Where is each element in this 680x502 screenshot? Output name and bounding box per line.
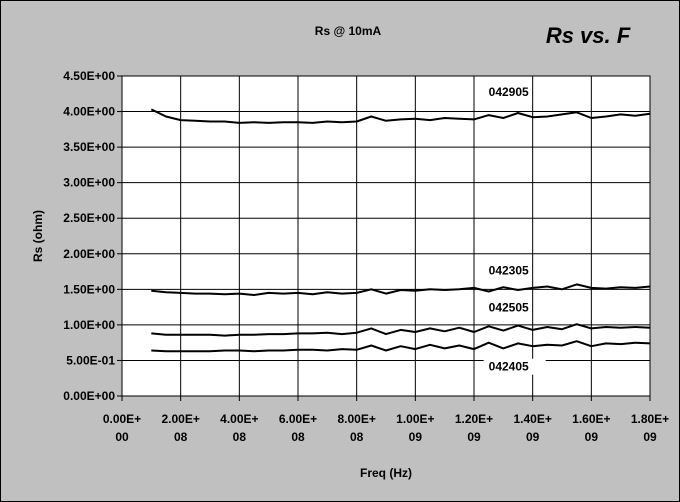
series-label-042905: 042905 [489, 85, 529, 99]
plot-border [121, 75, 651, 397]
y-tick-label: 5.00E-01 [66, 353, 115, 367]
series-label-042405: 042405 [489, 360, 529, 374]
plot-area [122, 76, 650, 396]
x-axis-ticks: 0.00E+ 00 2.00E+ 08 4.00E+ 08 6.00E+ 08 8.00E+ 08… [103, 396, 669, 444]
y-tick-label: 0.00E+00 [63, 389, 115, 403]
x-tick-label: 6.00E+ 08 [279, 412, 317, 444]
y-tick-label: 1.50E+00 [63, 282, 115, 296]
series-labels: 042905 042305 042505 042405 [483, 85, 546, 375]
y-tick-label: 4.50E+00 [63, 69, 115, 83]
x-axis-title: Freq (Hz) [360, 466, 412, 480]
y-tick-label: 1.00E+00 [63, 318, 115, 332]
x-tick-label: 1.00E+ 09 [396, 412, 434, 444]
y-tick-label: 3.00E+00 [63, 176, 115, 190]
y-axis-title: Rs (ohm) [31, 210, 45, 262]
series-label-bg [483, 358, 546, 375]
series-line-042305 [151, 283, 651, 296]
y-tick-label: 3.50E+00 [63, 140, 115, 154]
y-tick-label: 4.00E+00 [63, 105, 115, 119]
series-line-042905 [150, 108, 651, 124]
x-tick-label: 4.00E+ 08 [220, 412, 258, 444]
series-line-042405 [151, 340, 651, 353]
series-label-042505: 042505 [489, 300, 529, 314]
y-tick-label: 2.00E+00 [63, 247, 115, 261]
x-tick-label: 1.40E+ 09 [513, 412, 551, 444]
x-tick-label: 1.60E+ 09 [572, 412, 610, 444]
series-layer [150, 108, 651, 353]
x-tick-label: 1.20E+ 09 [455, 412, 493, 444]
y-tick-label: 2.50E+00 [63, 211, 115, 225]
series-label-042305: 042305 [489, 263, 529, 277]
chart-title: Rs @ 10mA [315, 24, 382, 38]
x-tick-label: 1.80E+ 09 [631, 412, 669, 444]
x-tick-label: 0.00E+ 00 [103, 412, 141, 444]
series-line-042505 [151, 323, 651, 337]
y-axis-ticks: 0.00E+00 5.00E-01 1.00E+00 1.50E+00 2.00E+00… [63, 69, 122, 403]
chart-subtitle: Rs vs. F [546, 23, 631, 48]
x-tick-label: 2.00E+ 08 [161, 412, 199, 444]
x-tick-label: 8.00E+ 08 [337, 412, 375, 444]
